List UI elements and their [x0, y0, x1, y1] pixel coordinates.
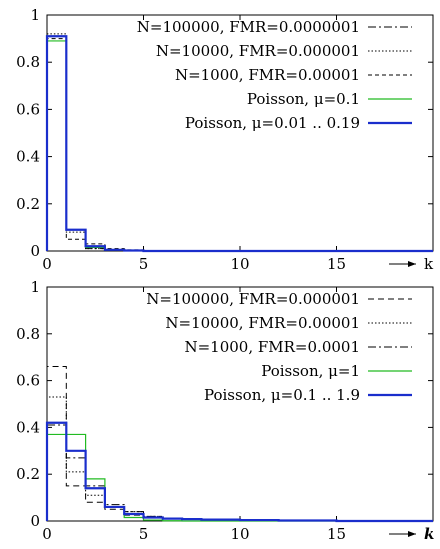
x-tick-label: 5 [139, 255, 149, 273]
legend-label: N=1000, FMR=0.00001 [175, 66, 360, 84]
legend-label: N=1000, FMR=0.0001 [184, 338, 360, 356]
y-tick-label: 0 [30, 512, 40, 530]
x-tick-label: 5 [139, 525, 149, 543]
x-tick-label: 10 [230, 525, 249, 543]
legend-label: Poisson, μ=0.01 .. 0.19 [185, 114, 360, 132]
y-tick-label: 0.4 [16, 418, 40, 436]
legend-label: N=100000, FMR=0.000001 [146, 290, 360, 308]
chart-panel-2: 00.20.40.60.810 5 10 15 kN=100000, FMR=0.000… [16, 278, 434, 543]
legend-label: N=100000, FMR=0.0000001 [137, 18, 360, 36]
series-line-5 [45, 421, 433, 523]
y-tick-label: 0.6 [16, 372, 40, 390]
y-tick-label: 0.4 [16, 148, 40, 166]
y-tick-label: 0.8 [16, 325, 40, 343]
x-axis-label: k [424, 255, 434, 273]
x-axis-label: k [424, 525, 434, 543]
y-tick-label: 0.2 [16, 465, 40, 483]
chart-panel-1: 00.20.40.60.810 5 10 15 kN=100000, FMR=0.000… [16, 6, 434, 273]
legend: N=100000, FMR=0.000001 N=10000, FMR=0.000… [146, 290, 412, 404]
y-tick-label: 1 [30, 6, 40, 24]
series-line-4 [46, 433, 433, 522]
y-tick-label: 0.8 [16, 53, 40, 71]
x-tick-label: 0 [42, 255, 52, 273]
x-axis-arrowhead [408, 261, 416, 267]
legend-label: Poisson, μ=0.1 [247, 90, 360, 108]
legend: N=100000, FMR=0.0000001 N=10000, FMR=0.00… [137, 18, 412, 132]
y-tick-label: 0 [30, 242, 40, 260]
x-tick-label: 15 [327, 525, 346, 543]
x-axis-arrowhead [408, 531, 416, 537]
series-line-5 [45, 35, 433, 253]
legend-label: N=10000, FMR=0.00001 [165, 314, 360, 332]
y-tick-label: 1 [30, 278, 40, 296]
y-tick-label: 0.2 [16, 195, 40, 213]
x-tick-label: 0 [42, 525, 52, 543]
y-tick-label: 0.6 [16, 100, 40, 118]
legend-label: N=10000, FMR=0.000001 [156, 42, 360, 60]
x-tick-label: 15 [327, 255, 346, 273]
x-tick-label: 10 [230, 255, 249, 273]
legend-label: Poisson, μ=0.1 .. 1.9 [204, 386, 360, 404]
legend-label: Poisson, μ=1 [261, 362, 360, 380]
